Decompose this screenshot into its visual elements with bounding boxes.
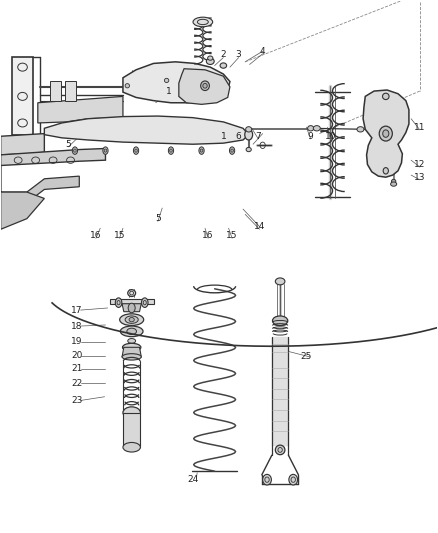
- Ellipse shape: [276, 278, 285, 285]
- Text: 15: 15: [226, 231, 238, 240]
- Ellipse shape: [135, 149, 138, 152]
- Text: 1: 1: [220, 132, 226, 141]
- Ellipse shape: [392, 179, 396, 183]
- Ellipse shape: [383, 167, 389, 174]
- Ellipse shape: [128, 303, 135, 313]
- Polygon shape: [65, 82, 76, 101]
- Polygon shape: [179, 69, 230, 104]
- Ellipse shape: [230, 147, 235, 155]
- Ellipse shape: [127, 328, 137, 335]
- Text: 6: 6: [236, 132, 241, 141]
- Text: 14: 14: [254, 222, 265, 231]
- Text: 23: 23: [71, 396, 83, 405]
- Polygon shape: [38, 96, 123, 123]
- Ellipse shape: [120, 314, 144, 326]
- Ellipse shape: [220, 63, 226, 68]
- Ellipse shape: [246, 127, 252, 132]
- Ellipse shape: [272, 316, 288, 326]
- Text: 7: 7: [255, 132, 261, 141]
- Ellipse shape: [125, 316, 138, 324]
- Ellipse shape: [123, 442, 141, 452]
- Ellipse shape: [206, 58, 214, 64]
- Text: 25: 25: [300, 352, 312, 361]
- Text: 5: 5: [155, 214, 161, 223]
- Text: 19: 19: [71, 337, 83, 346]
- Polygon shape: [123, 62, 230, 103]
- Text: 16: 16: [202, 231, 214, 240]
- Ellipse shape: [164, 78, 169, 83]
- Ellipse shape: [123, 343, 141, 351]
- Polygon shape: [1, 134, 44, 155]
- Ellipse shape: [231, 149, 233, 152]
- Ellipse shape: [357, 127, 364, 132]
- Text: 5: 5: [66, 140, 71, 149]
- Ellipse shape: [199, 79, 204, 84]
- Polygon shape: [50, 82, 60, 101]
- Ellipse shape: [382, 93, 389, 100]
- Polygon shape: [1, 192, 44, 229]
- Text: 17: 17: [71, 305, 83, 314]
- Ellipse shape: [120, 326, 143, 337]
- Text: 13: 13: [414, 173, 426, 182]
- Text: 1: 1: [166, 86, 172, 95]
- Ellipse shape: [246, 148, 251, 152]
- Polygon shape: [122, 304, 141, 312]
- Ellipse shape: [115, 298, 122, 308]
- Ellipse shape: [122, 354, 141, 360]
- Text: 20: 20: [71, 351, 83, 360]
- Ellipse shape: [391, 182, 397, 186]
- Ellipse shape: [289, 474, 297, 485]
- Text: 9: 9: [308, 132, 314, 141]
- Ellipse shape: [245, 130, 253, 140]
- Text: 24: 24: [187, 475, 198, 483]
- Polygon shape: [122, 348, 141, 357]
- Ellipse shape: [134, 147, 139, 155]
- Text: 4: 4: [260, 47, 265, 55]
- Ellipse shape: [74, 149, 76, 152]
- Ellipse shape: [199, 147, 204, 155]
- Ellipse shape: [307, 126, 314, 131]
- Ellipse shape: [170, 149, 172, 152]
- Ellipse shape: [201, 81, 209, 91]
- Ellipse shape: [128, 289, 136, 296]
- Polygon shape: [123, 413, 141, 447]
- Ellipse shape: [123, 407, 141, 418]
- Ellipse shape: [168, 147, 173, 155]
- Text: 22: 22: [71, 379, 83, 388]
- Ellipse shape: [103, 147, 108, 155]
- Polygon shape: [44, 116, 249, 144]
- Text: 10: 10: [325, 132, 336, 141]
- Text: 16: 16: [90, 231, 102, 240]
- Ellipse shape: [125, 84, 130, 88]
- Ellipse shape: [128, 338, 136, 343]
- Ellipse shape: [313, 126, 320, 131]
- Text: 21: 21: [71, 364, 83, 373]
- Ellipse shape: [208, 56, 213, 60]
- Polygon shape: [110, 300, 153, 304]
- Polygon shape: [12, 56, 33, 135]
- Ellipse shape: [141, 298, 148, 308]
- Ellipse shape: [200, 149, 203, 152]
- Ellipse shape: [379, 126, 392, 141]
- Ellipse shape: [263, 474, 272, 485]
- Text: 3: 3: [236, 51, 241, 59]
- Polygon shape: [1, 165, 79, 203]
- Ellipse shape: [193, 17, 213, 27]
- Polygon shape: [363, 90, 409, 177]
- Ellipse shape: [72, 147, 78, 155]
- Ellipse shape: [383, 130, 389, 138]
- Ellipse shape: [276, 445, 285, 455]
- Text: 11: 11: [414, 123, 426, 132]
- Text: 12: 12: [414, 160, 426, 169]
- Text: 18: 18: [71, 321, 83, 330]
- Text: 15: 15: [114, 231, 125, 240]
- Ellipse shape: [203, 83, 207, 88]
- Polygon shape: [1, 149, 106, 165]
- Text: 2: 2: [221, 51, 226, 59]
- Ellipse shape: [104, 149, 107, 152]
- Ellipse shape: [129, 318, 134, 322]
